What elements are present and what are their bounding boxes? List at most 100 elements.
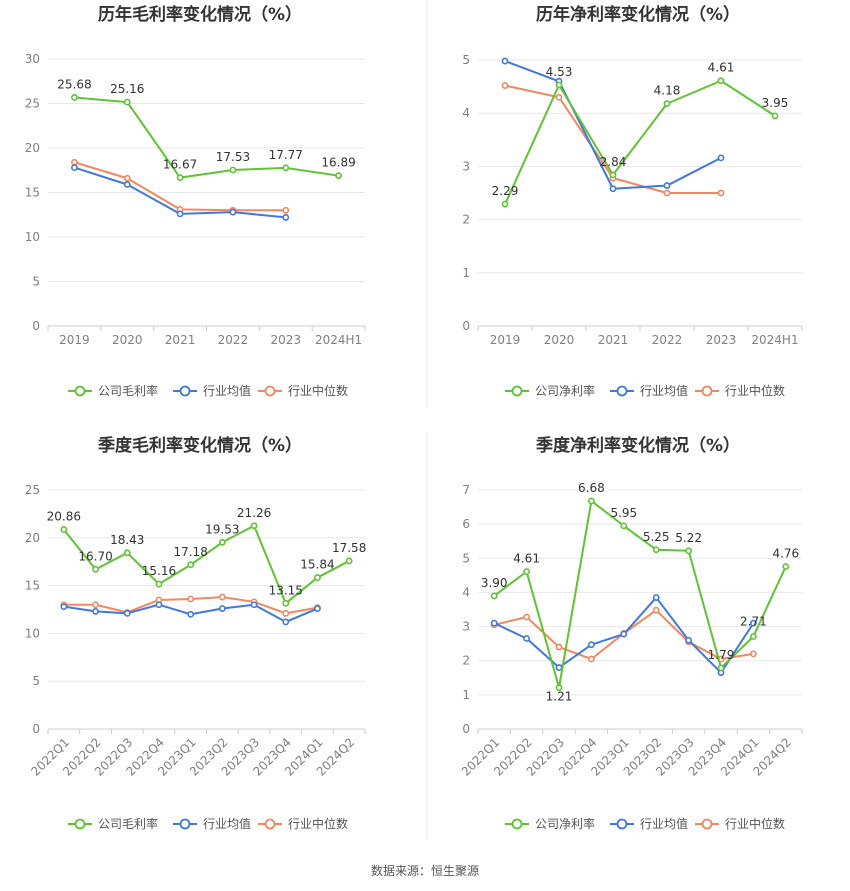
data-point-company[interactable] — [555, 81, 563, 89]
data-point-industry_avg[interactable] — [71, 164, 78, 171]
data-point-industry_median[interactable] — [750, 650, 757, 658]
x-tick-label: 2019 — [59, 333, 90, 347]
data-point-industry_avg[interactable] — [652, 594, 660, 601]
data-point-company[interactable] — [652, 546, 660, 554]
x-tick-label: 2022 — [652, 333, 683, 347]
data-point-industry_avg[interactable] — [555, 664, 563, 671]
legend-item-company[interactable]: 公司净利率 — [505, 383, 595, 398]
data-point-industry_avg[interactable] — [176, 210, 184, 218]
data-point-company[interactable] — [588, 497, 595, 505]
data-point-company[interactable] — [71, 94, 78, 101]
data-point-industry_avg[interactable] — [490, 619, 498, 627]
data-point-industry_avg[interactable] — [588, 641, 595, 649]
data-point-company[interactable] — [771, 112, 779, 120]
y-tick-label: 25 — [25, 483, 40, 497]
data-point-industry_avg[interactable] — [750, 619, 757, 627]
data-point-industry_avg[interactable] — [620, 630, 628, 638]
data-point-company[interactable] — [176, 174, 184, 182]
data-point-industry_avg[interactable] — [282, 618, 290, 626]
y-tick-label: 4 — [462, 585, 470, 599]
data-point-company[interactable] — [501, 200, 509, 208]
data-point-industry_avg[interactable] — [717, 154, 725, 162]
data-point-industry_avg[interactable] — [155, 601, 163, 609]
legend-item-company[interactable]: 公司净利率 — [505, 816, 595, 831]
data-point-company[interactable] — [685, 547, 692, 555]
data-point-industry_avg[interactable] — [123, 181, 131, 188]
data-point-company[interactable] — [335, 172, 342, 180]
legend-item-industry_median[interactable]: 行业中位数 — [258, 383, 348, 398]
data-point-company[interactable] — [282, 599, 290, 607]
data-point-industry_median[interactable] — [555, 93, 563, 101]
data-point-company[interactable] — [229, 166, 237, 174]
data-point-industry_avg[interactable] — [282, 214, 290, 221]
data-point-industry_median[interactable] — [92, 601, 99, 609]
y-tick-label: 0 — [32, 722, 40, 736]
data-point-industry_median[interactable] — [523, 613, 530, 621]
data-label: 4.76 — [772, 546, 799, 560]
data-point-company[interactable] — [123, 98, 131, 106]
data-point-industry_avg[interactable] — [314, 605, 321, 612]
data-point-company[interactable] — [92, 565, 99, 573]
legend-item-industry_median[interactable]: 行业中位数 — [258, 816, 348, 831]
data-point-company[interactable] — [750, 633, 757, 640]
data-point-industry_avg[interactable] — [501, 57, 509, 65]
data-point-company[interactable] — [717, 77, 725, 85]
data-point-industry_median[interactable] — [588, 655, 595, 663]
data-point-industry_avg[interactable] — [250, 601, 258, 609]
data-point-industry_avg[interactable] — [218, 605, 226, 612]
data-point-company[interactable] — [345, 557, 353, 565]
data-point-industry_median[interactable] — [501, 82, 509, 89]
legend-label: 行业均值 — [203, 383, 251, 398]
data-point-industry_avg[interactable] — [229, 208, 237, 216]
data-point-industry_avg[interactable] — [685, 636, 692, 644]
data-label: 16.67 — [163, 158, 197, 172]
legend-item-industry_avg[interactable]: 行业均值 — [173, 816, 251, 831]
y-tick-label: 1 — [462, 266, 470, 280]
data-point-company[interactable] — [60, 526, 68, 533]
data-point-industry_median[interactable] — [555, 643, 563, 651]
data-point-industry_median[interactable] — [282, 609, 290, 617]
data-point-company[interactable] — [187, 561, 195, 569]
data-point-industry_avg[interactable] — [187, 610, 195, 618]
data-point-industry_median[interactable] — [123, 174, 131, 182]
legend-item-company[interactable]: 公司毛利率 — [68, 383, 158, 398]
data-point-industry_median[interactable] — [218, 593, 226, 601]
data-point-industry_median[interactable] — [663, 189, 671, 197]
legend: 公司净利率 行业均值 行业中位数 — [505, 383, 785, 398]
data-label: 4.61 — [513, 552, 540, 566]
data-point-company[interactable] — [155, 580, 163, 588]
data-point-industry_avg[interactable] — [523, 635, 530, 642]
data-point-industry_median[interactable] — [71, 158, 78, 166]
data-point-company[interactable] — [782, 563, 790, 570]
data-point-industry_median[interactable] — [717, 189, 725, 197]
legend-item-company[interactable]: 公司毛利率 — [68, 816, 158, 831]
data-point-company[interactable] — [250, 522, 258, 530]
data-point-company[interactable] — [282, 164, 290, 172]
data-point-company[interactable] — [620, 522, 628, 530]
data-point-industry_avg[interactable] — [609, 185, 617, 193]
legend-item-industry_avg[interactable]: 行业均值 — [173, 383, 251, 398]
data-point-industry_avg[interactable] — [92, 608, 99, 615]
data-point-company[interactable] — [490, 592, 498, 600]
data-point-industry_avg[interactable] — [60, 603, 68, 611]
legend-marker-icon — [179, 818, 191, 830]
data-point-industry_median[interactable] — [652, 606, 660, 614]
data-label: 18.43 — [110, 533, 144, 547]
y-tick-label: 0 — [32, 319, 40, 333]
data-point-industry_avg[interactable] — [663, 182, 671, 189]
legend-item-industry_avg[interactable]: 行业均值 — [610, 816, 688, 831]
legend-item-industry_avg[interactable]: 行业均值 — [610, 383, 688, 398]
legend-item-industry_median[interactable]: 行业中位数 — [695, 383, 785, 398]
data-point-company[interactable] — [218, 538, 226, 546]
data-point-company[interactable] — [717, 664, 725, 672]
data-point-industry_median[interactable] — [187, 595, 195, 603]
data-point-industry_avg[interactable] — [123, 609, 131, 617]
legend-item-industry_median[interactable]: 行业中位数 — [695, 816, 785, 831]
data-point-company[interactable] — [555, 684, 563, 692]
data-point-company[interactable] — [314, 574, 321, 581]
data-point-company[interactable] — [123, 549, 131, 557]
data-point-company[interactable] — [609, 171, 617, 179]
data-point-industry_median[interactable] — [282, 206, 290, 214]
data-point-company[interactable] — [663, 100, 671, 108]
data-point-company[interactable] — [523, 568, 530, 576]
